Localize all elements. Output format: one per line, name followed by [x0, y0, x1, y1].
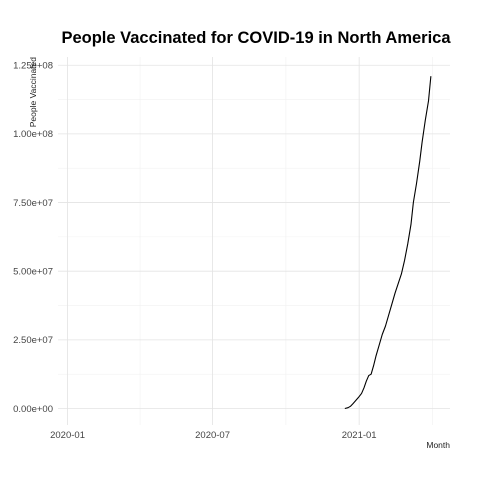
y-tick-label: 1.00e+08 [13, 129, 53, 140]
y-tick-label: 1.25e+08 [13, 61, 53, 72]
grid [58, 57, 450, 425]
y-axis-label: People Vaccinated [28, 57, 38, 128]
x-tick-label: 2020-07 [195, 430, 230, 441]
series-layer [344, 76, 432, 410]
tick-labels: 0.00e+00 2.50e+07 5.00e+07 7.50e+07 1.00e+08… [13, 61, 376, 441]
x-tick-label: 2021-01 [342, 430, 377, 441]
x-axis-label: Month [426, 440, 450, 450]
y-tick-label: 5.00e+07 [13, 267, 53, 278]
y-tick-label: 2.50e+07 [13, 335, 53, 346]
x-tick-label: 2020-01 [50, 430, 85, 441]
series-line-0 [344, 76, 432, 410]
y-tick-label: 7.50e+07 [13, 198, 53, 209]
chart-title: People Vaccinated for COVID-19 in North … [61, 29, 451, 47]
y-tick-label: 0.00e+00 [13, 404, 53, 415]
